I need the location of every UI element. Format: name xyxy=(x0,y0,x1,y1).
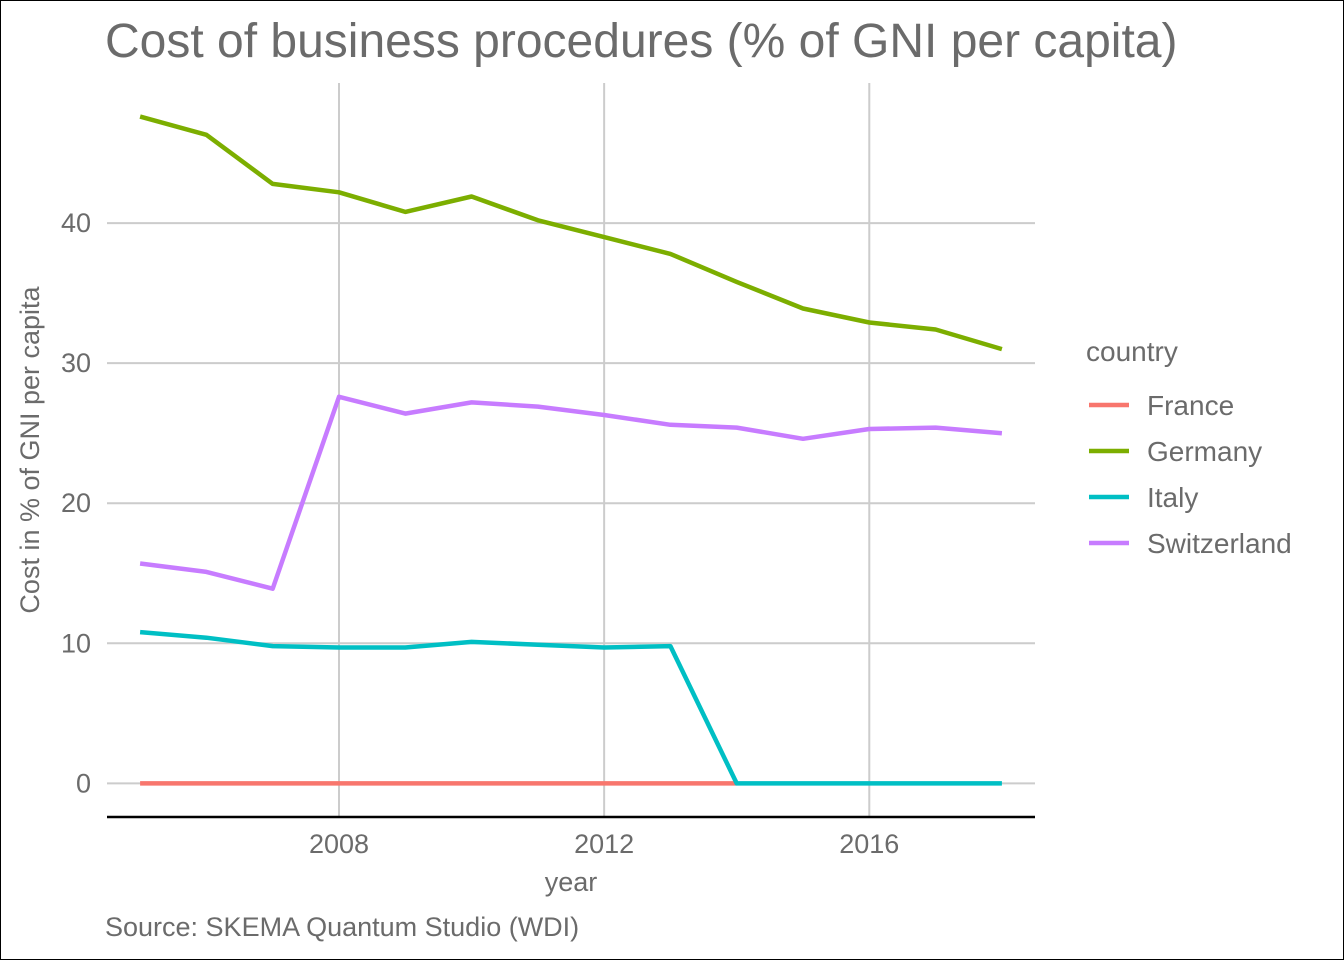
y-axis-ticks: 0 10 20 30 40 xyxy=(61,208,91,798)
legend-item-switzerland: Switzerland xyxy=(1089,528,1292,559)
x-tick-label-2016: 2016 xyxy=(839,829,899,859)
legend-item-germany: Germany xyxy=(1089,436,1262,467)
legend-title: country xyxy=(1086,336,1178,367)
chart-caption: Source: SKEMA Quantum Studio (WDI) xyxy=(105,912,579,942)
legend-item-italy: Italy xyxy=(1089,482,1198,513)
y-tick-label-0: 0 xyxy=(76,768,91,798)
legend-item-france: France xyxy=(1089,390,1234,421)
x-tick-label-2008: 2008 xyxy=(309,829,369,859)
x-tick-label-2012: 2012 xyxy=(574,829,634,859)
series-line-germany xyxy=(139,114,1003,352)
series-line-switzerland xyxy=(139,394,1003,591)
series-line-italy xyxy=(139,629,1002,786)
y-tick-label-10: 10 xyxy=(61,628,91,658)
x-axis-title: year xyxy=(545,867,598,897)
y-tick-label-30: 30 xyxy=(61,348,91,378)
x-axis-ticks: 2008 2012 2016 xyxy=(309,829,899,859)
legend: country France Germany Italy Switzerland xyxy=(1086,336,1292,559)
chart-title: Cost of business procedures (% of GNI pe… xyxy=(105,15,1177,68)
legend-label-italy: Italy xyxy=(1147,482,1198,513)
legend-items: France Germany Italy Switzerland xyxy=(1089,390,1292,559)
grid-lines xyxy=(107,83,1035,817)
y-tick-label-40: 40 xyxy=(61,208,91,238)
legend-label-germany: Germany xyxy=(1147,436,1262,467)
legend-label-france: France xyxy=(1147,390,1234,421)
y-axis-title: Cost in % of GNI per capita xyxy=(15,285,45,613)
series-lines xyxy=(139,114,1003,786)
legend-label-switzerland: Switzerland xyxy=(1147,528,1292,559)
y-tick-label-20: 20 xyxy=(61,488,91,518)
